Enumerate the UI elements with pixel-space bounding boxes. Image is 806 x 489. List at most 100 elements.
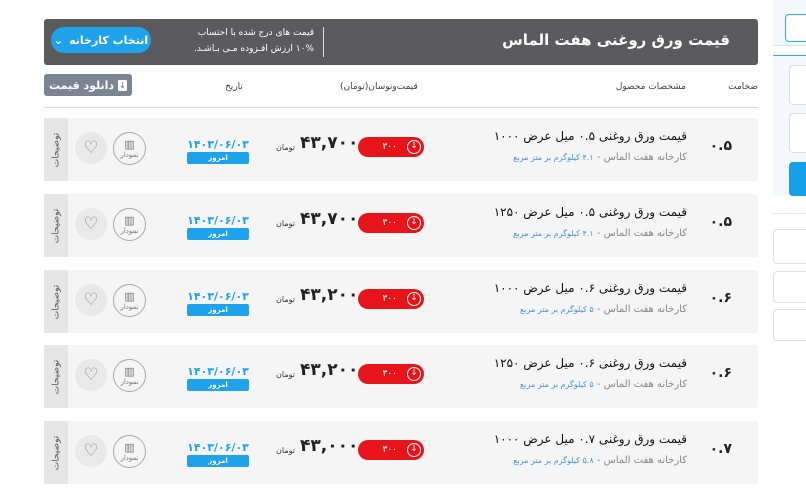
chart-button[interactable]: ▥ نمودار — [113, 132, 146, 165]
price-change-badge: ۳۰۰ ↓ — [358, 213, 424, 233]
row-thickness: ۰.۷ — [709, 441, 732, 457]
details-tab[interactable]: توضیحات — [44, 270, 68, 333]
table-row: توضیحات ♡ ▥ نمودار ۱۴۰۳/۰۶/۰۳ امروز تومان… — [44, 421, 758, 484]
row-weight: ۵ کیلوگرم بر متر مربع — [520, 305, 594, 314]
favorite-button[interactable]: ♡ — [75, 435, 107, 467]
price-unit: تومان — [276, 219, 295, 228]
download-price-label: دانلود قیمت — [48, 78, 115, 92]
row-details: توضیحات — [51, 359, 62, 394]
download-price-button[interactable]: ↓ دانلود قیمت — [44, 74, 132, 96]
price-change-badge: ۳۰۰ ↓ — [358, 440, 424, 460]
product-factory: کارخانه هفت الماس - ۴.۱ کیلوگرم بر متر م… — [513, 228, 687, 239]
heart-icon: ♡ — [83, 138, 99, 158]
row-price: ۴۳,۲۰۰ — [300, 360, 359, 380]
row-price: ۴۳,۷۰۰ — [300, 209, 359, 229]
vat-note: قیمت های درج شده با احتساب ۱۰% ارزش افـز… — [184, 25, 314, 57]
vat-note-line: قیمت های درج شده با احتساب — [197, 28, 314, 38]
chart-button[interactable]: ▥ نمودار — [113, 284, 146, 317]
details-tab[interactable]: توضیحات — [44, 345, 68, 408]
table-row: توضیحات ♡ ▥ نمودار ۱۴۰۳/۰۶/۰۳ امروز تومان… — [44, 345, 758, 408]
row-factory: کارخانه هفت الماس - — [593, 152, 687, 163]
bar-chart-icon: ▥ — [124, 138, 135, 151]
chevron-down-icon: ⌄ — [53, 33, 64, 47]
favorite-button[interactable]: ♡ — [75, 284, 107, 316]
filter-input[interactable] — [789, 65, 806, 105]
today-badge: امروز — [187, 304, 249, 316]
select-factory-label: انتخاب کارخانه — [69, 33, 149, 47]
filter-submit-button[interactable] — [789, 162, 806, 196]
divider — [44, 107, 758, 108]
heart-icon: ♡ — [83, 214, 99, 234]
select-factory-button[interactable]: انتخاب کارخانه ⌄ — [51, 27, 151, 53]
arrow-down-icon: ↓ — [407, 367, 421, 381]
sidebar-button[interactable] — [785, 14, 806, 42]
row-details: توضیحات — [51, 208, 62, 243]
product-name[interactable]: قیمت ورق روغنی ۰.۷ میل عرض ۱۰۰۰ — [493, 432, 687, 446]
sidebar-item[interactable] — [773, 229, 806, 264]
row-factory: کارخانه هفت الماس - — [593, 455, 687, 466]
details-tab[interactable]: توضیحات — [44, 118, 68, 181]
vat-note-line: ۱۰% ارزش افـزوده مـی بـاشـد. — [194, 44, 314, 54]
row-date: ۱۴۰۳/۰۶/۰۳ — [187, 441, 249, 454]
page-header: قیمت ورق روغنی هفت الماس قیمت های درج شد… — [44, 19, 758, 65]
divider — [323, 27, 324, 57]
price-change-badge: ۳۰۰ ↓ — [358, 289, 424, 309]
column-thickness: ضخامت — [728, 82, 758, 92]
table-row: توضیحات ♡ ▥ نمودار ۱۴۰۳/۰۶/۰۳ امروز تومان… — [44, 118, 758, 181]
price-unit: تومان — [276, 295, 295, 304]
price-unit: تومان — [276, 446, 295, 455]
details-tab[interactable]: توضیحات — [44, 194, 68, 257]
today-badge: امروز — [187, 228, 249, 240]
product-name[interactable]: قیمت ورق روغنی ۰.۵ میل عرض ۱۲۵۰ — [493, 205, 687, 219]
chart-button[interactable]: ▥ نمودار — [113, 435, 146, 468]
row-thickness: ۰.۵ — [709, 138, 732, 154]
bar-chart-icon: ▥ — [124, 441, 135, 454]
favorite-button[interactable]: ♡ — [75, 359, 107, 391]
price-unit: تومان — [276, 143, 295, 152]
price-change-value: ۳۰۰ — [382, 142, 397, 152]
row-details: توضیحات — [51, 435, 62, 470]
price-change-value: ۳۰۰ — [382, 294, 397, 304]
price-change-value: ۳۰۰ — [382, 369, 397, 379]
details-tab[interactable]: توضیحات — [44, 421, 68, 484]
favorite-button[interactable]: ♡ — [75, 132, 107, 164]
row-chart: نمودار — [120, 378, 139, 386]
product-name[interactable]: قیمت ورق روغنی ۰.۶ میل عرض ۱۲۵۰ — [493, 356, 687, 370]
product-factory: کارخانه هفت الماس - ۵.۸ کیلوگرم بر متر م… — [513, 455, 687, 466]
today-badge: امروز — [187, 379, 249, 391]
filter-input[interactable] — [789, 113, 806, 153]
row-weight: ۵.۸ کیلوگرم بر متر مربع — [513, 456, 594, 465]
sidebar-top-panel — [773, 0, 806, 46]
column-price: قیمت‌ونوسان(تومان) — [340, 82, 418, 92]
arrow-down-icon: ↓ — [407, 140, 421, 154]
file-download-icon: ↓ — [118, 79, 128, 91]
arrow-down-icon: ↓ — [407, 292, 421, 306]
heart-icon: ♡ — [83, 365, 99, 385]
product-factory: کارخانه هفت الماس - ۴.۱ کیلوگرم بر متر م… — [513, 152, 687, 163]
divider — [773, 213, 806, 214]
heart-icon: ♡ — [83, 441, 99, 461]
row-weight: ۴.۱ کیلوگرم بر متر مربع — [513, 153, 594, 162]
row-chart: نمودار — [120, 151, 139, 159]
product-name[interactable]: قیمت ورق روغنی ۰.۵ میل عرض ۱۰۰۰ — [493, 129, 687, 143]
row-thickness: ۰.۶ — [709, 365, 732, 381]
chart-button[interactable]: ▥ نمودار — [113, 208, 146, 241]
price-unit: تومان — [276, 370, 295, 379]
row-factory: کارخانه هفت الماس - — [593, 228, 687, 239]
favorite-button[interactable]: ♡ — [75, 208, 107, 240]
price-change-value: ۳۰۰ — [382, 218, 397, 228]
row-date: ۱۴۰۳/۰۶/۰۳ — [187, 138, 249, 151]
column-date: تاریخ — [225, 82, 243, 92]
sidebar-item[interactable] — [773, 271, 806, 303]
chart-button[interactable]: ▥ نمودار — [113, 359, 146, 392]
today-badge: امروز — [187, 455, 249, 467]
product-name[interactable]: قیمت ورق روغنی ۰.۶ میل عرض ۱۰۰۰ — [493, 281, 687, 295]
bar-chart-icon: ▥ — [124, 365, 135, 378]
row-chart: نمودار — [120, 454, 139, 462]
sidebar-item[interactable] — [773, 309, 806, 341]
row-date: ۱۴۰۳/۰۶/۰۳ — [187, 214, 249, 227]
row-date: ۱۴۰۳/۰۶/۰۳ — [187, 290, 249, 303]
product-factory: کارخانه هفت الماس - ۵ کیلوگرم بر متر مرب… — [520, 379, 687, 390]
price-change-badge: ۳۰۰ ↓ — [358, 364, 424, 384]
table-row: توضیحات ♡ ▥ نمودار ۱۴۰۳/۰۶/۰۳ امروز تومان… — [44, 270, 758, 333]
